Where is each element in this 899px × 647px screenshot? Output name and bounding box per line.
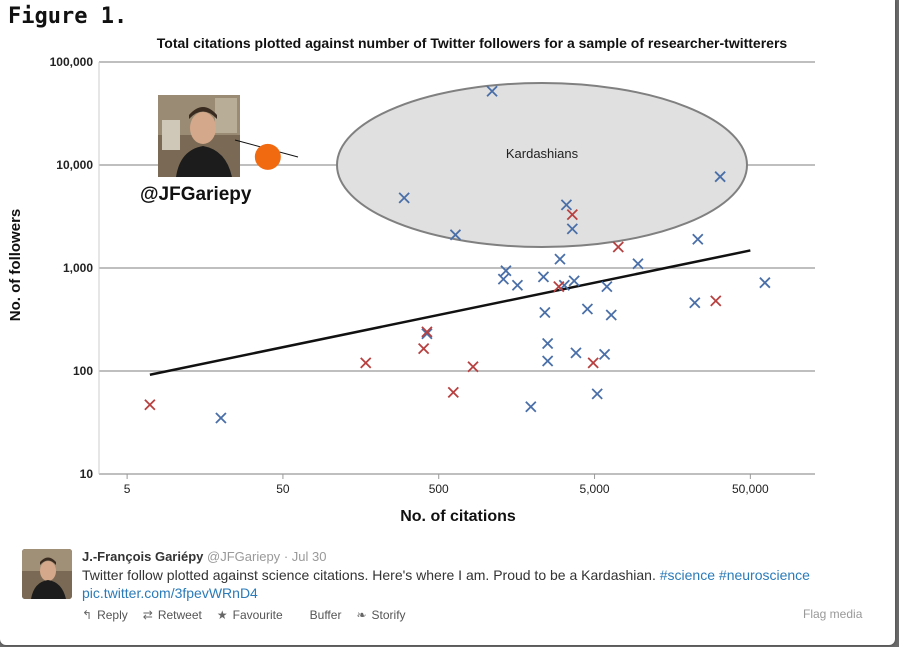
blue-x-marker [500, 265, 512, 277]
flag-media-link[interactable]: Flag media [803, 607, 863, 621]
red-x-marker [144, 399, 156, 411]
blue-x-marker [541, 355, 554, 367]
retweet-label: Retweet [157, 608, 202, 622]
tweet-text: Twitter follow plotted against science c… [82, 567, 810, 584]
blue-x-marker [601, 280, 613, 293]
star-icon: ★ [216, 608, 228, 622]
y-tick-label: 10 [80, 467, 94, 481]
buffer-label: Buffer [309, 608, 342, 622]
blue-x-marker [497, 273, 510, 285]
kardashians-label: Kardashians [506, 146, 579, 161]
red-x-marker [587, 357, 599, 369]
red-x-marker [710, 295, 722, 307]
reply-button[interactable]: ↰ Reply [82, 608, 128, 622]
blue-x-marker [525, 401, 537, 413]
red-x-marker [612, 241, 624, 253]
blue-x-marker [566, 223, 578, 235]
tweet-header: J.-François Gariépy @JFGariepy · Jul 30 [82, 549, 326, 564]
trendline-path [149, 249, 751, 376]
red-x-marker [553, 280, 565, 293]
chart-title: Total citations plotted against number o… [157, 35, 788, 51]
x-axis-label: No. of citations [400, 508, 516, 525]
red-x-marker [417, 342, 430, 355]
y-tick-label: 1,000 [63, 261, 93, 275]
blue-x-marker [554, 253, 566, 265]
header-separator: · [283, 549, 289, 564]
red-x-marker [566, 208, 578, 221]
reply-label: Reply [97, 608, 128, 622]
y-axis-label: No. of followers [7, 209, 24, 322]
tweet-date[interactable]: Jul 30 [291, 549, 327, 564]
red-x-marker [467, 361, 479, 373]
figure-label: Figure 1. [8, 4, 128, 29]
storify-icon: ❧ [356, 608, 367, 622]
blue-x-marker [591, 388, 603, 400]
storify-button[interactable]: ❧ Storify [356, 608, 405, 622]
red-x-marker [421, 326, 433, 338]
blue-x-marker [449, 229, 462, 241]
blue-x-marker [537, 271, 550, 283]
favourite-label: Favourite [232, 608, 283, 622]
blue-x-marker [570, 347, 582, 359]
blue-x-marker [568, 275, 580, 287]
red-x-marker [360, 357, 372, 369]
tweet-body: Twitter follow plotted against science c… [82, 567, 656, 583]
x-tick-label: 5,000 [580, 482, 610, 496]
blue-x-marker [539, 306, 551, 319]
blue-x-marker [692, 233, 704, 245]
tweet-media-link[interactable]: pic.twitter.com/3fpevWRnD4 [82, 585, 258, 601]
blue-x-marker [511, 279, 524, 291]
blue-x-marker [421, 328, 433, 340]
hashtag-neuroscience[interactable]: #neuroscience [718, 567, 810, 583]
tweet-avatar[interactable] [22, 549, 72, 599]
red-x-marker [447, 386, 459, 399]
blue-x-marker [632, 258, 644, 270]
reply-arrow-icon: ↰ [82, 608, 93, 622]
blue-x-marker [581, 303, 594, 315]
x-tick-label: 5 [124, 482, 131, 496]
trendline [149, 249, 751, 376]
handle-label: @JFGariepy [140, 184, 252, 205]
y-tick-label: 100 [73, 364, 93, 378]
x-tick-label: 500 [429, 482, 449, 496]
tweet-actions: ↰ Reply ⇄ Retweet ★ Favourite Buffer ❧ S… [82, 608, 421, 622]
blue-x-marker [714, 171, 726, 183]
x-tick-label: 50 [276, 482, 290, 496]
y-tick-label: 10,000 [56, 158, 93, 172]
blue-x-marker [486, 85, 498, 97]
hashtag-science[interactable]: #science [659, 567, 716, 583]
x-axis-ticks: 5 50 500 5,000 50,000 [124, 474, 769, 496]
kardashians-ellipse [336, 82, 748, 248]
blue-x-marker [759, 277, 771, 289]
data-points [144, 85, 771, 424]
retweet-icon: ⇄ [142, 608, 153, 622]
blue-x-marker [541, 337, 554, 350]
storify-label: Storify [371, 608, 406, 622]
blue-x-marker [689, 297, 701, 309]
favourite-button[interactable]: ★ Favourite [217, 608, 283, 622]
buffer-button[interactable]: Buffer [310, 608, 342, 622]
author-handle[interactable]: @JFGariepy [207, 549, 281, 564]
blue-x-marker [398, 192, 410, 204]
blue-x-marker [598, 348, 611, 361]
blue-x-marker [215, 412, 227, 424]
blue-x-marker [560, 199, 573, 211]
x-tick-label: 50,000 [732, 482, 769, 496]
author-name[interactable]: J.-François Gariépy [82, 549, 204, 564]
author-photo [158, 95, 240, 177]
blue-x-marker [605, 309, 617, 321]
highlight-point [254, 143, 281, 170]
scatter-chart[interactable]: Total citations plotted against number o… [0, 0, 899, 540]
y-tick-label: 100,000 [50, 55, 94, 69]
y-axis-ticks: 10 100 1,000 10,000 100,000 [50, 55, 94, 481]
retweet-button[interactable]: ⇄ Retweet [143, 608, 202, 622]
